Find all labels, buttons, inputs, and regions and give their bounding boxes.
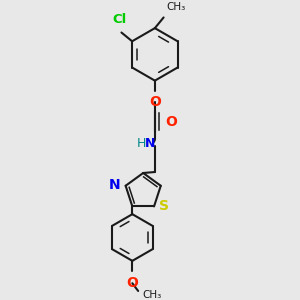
Text: O: O (126, 276, 138, 290)
Text: N: N (109, 178, 121, 192)
Text: N: N (145, 137, 155, 150)
Text: CH₃: CH₃ (167, 2, 186, 12)
Text: Cl: Cl (112, 13, 127, 26)
Text: CH₃: CH₃ (142, 290, 161, 300)
Text: O: O (166, 116, 177, 129)
Text: O: O (149, 95, 161, 109)
Text: S: S (159, 200, 169, 213)
Text: H: H (136, 137, 146, 150)
